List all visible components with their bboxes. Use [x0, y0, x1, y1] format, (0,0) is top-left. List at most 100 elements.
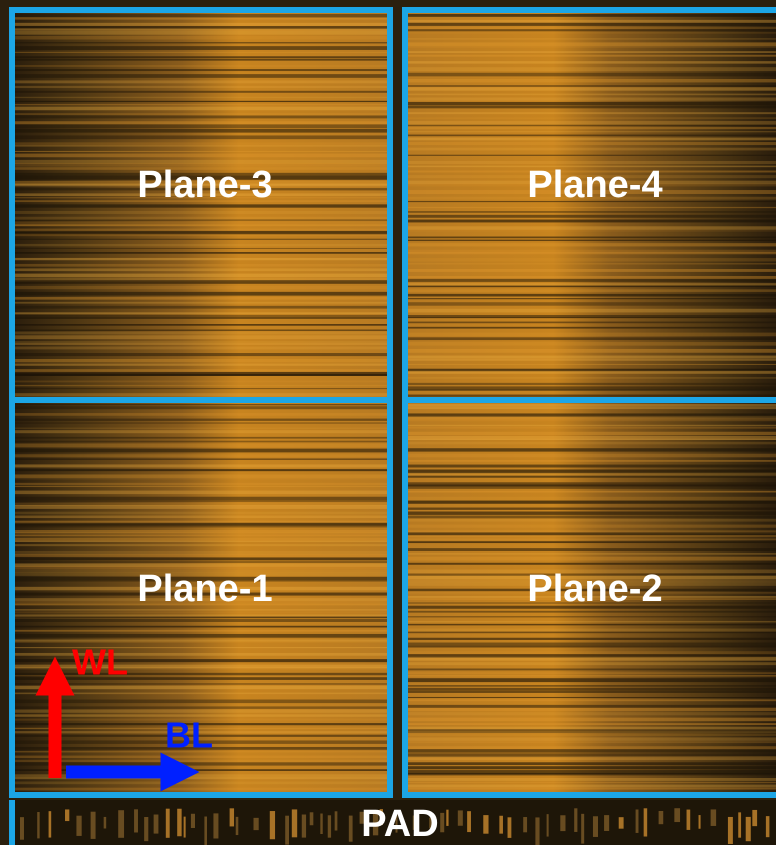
texture — [405, 712, 776, 715]
texture — [118, 810, 124, 838]
texture — [12, 501, 390, 502]
texture — [405, 538, 776, 540]
texture — [12, 483, 390, 485]
texture — [405, 425, 776, 426]
texture — [328, 815, 331, 837]
texture — [12, 464, 390, 467]
texture — [405, 87, 776, 90]
texture — [12, 535, 390, 536]
texture — [12, 404, 390, 405]
texture — [405, 364, 776, 365]
texture — [310, 812, 314, 825]
texture — [405, 621, 776, 623]
texture — [405, 20, 776, 23]
texture — [405, 240, 776, 241]
texture — [405, 294, 776, 297]
texture — [12, 113, 390, 115]
texture — [405, 646, 776, 648]
texture — [12, 659, 390, 662]
texture — [711, 809, 716, 826]
texture — [12, 219, 390, 220]
die-photo: Plane-3 Plane-4 Plane-1 Plane-2 WL BL PA… — [0, 0, 776, 845]
texture — [12, 252, 390, 254]
texture — [405, 762, 776, 765]
texture — [12, 515, 390, 518]
texture — [405, 358, 776, 360]
texture — [12, 154, 390, 158]
texture — [12, 469, 390, 471]
texture — [405, 349, 776, 353]
texture — [766, 816, 770, 837]
texture — [523, 817, 527, 832]
texture — [12, 639, 390, 641]
texture — [12, 107, 390, 111]
texture — [405, 611, 776, 613]
texture — [12, 374, 390, 376]
texture — [191, 814, 195, 828]
texture — [405, 766, 776, 769]
pad-label: PAD — [361, 803, 438, 845]
texture — [12, 788, 390, 791]
texture — [405, 508, 776, 510]
texture — [12, 653, 390, 656]
texture — [12, 406, 390, 409]
texture — [12, 274, 390, 278]
texture — [230, 808, 234, 826]
texture — [12, 617, 390, 619]
plane-label: Plane-3 — [137, 164, 272, 206]
texture — [728, 817, 733, 844]
texture — [405, 662, 776, 665]
texture — [12, 343, 390, 345]
texture — [49, 811, 52, 837]
texture — [405, 85, 776, 87]
texture — [12, 31, 390, 35]
texture — [37, 812, 39, 838]
texture — [405, 525, 776, 528]
plane-label: Plane-2 — [527, 568, 662, 610]
texture — [285, 816, 289, 845]
texture — [405, 731, 776, 733]
texture — [12, 86, 390, 88]
texture — [405, 519, 776, 522]
texture — [619, 817, 624, 828]
texture — [12, 80, 390, 83]
texture — [12, 69, 390, 71]
texture — [659, 811, 664, 824]
texture — [405, 32, 776, 33]
texture — [604, 815, 609, 831]
texture — [12, 554, 390, 557]
texture — [12, 437, 390, 439]
texture — [12, 324, 390, 326]
texture — [405, 723, 776, 725]
texture — [405, 395, 776, 397]
texture — [91, 812, 96, 839]
texture — [12, 248, 390, 249]
texture — [12, 781, 390, 784]
texture — [405, 418, 776, 421]
texture — [12, 557, 390, 560]
texture — [12, 36, 390, 40]
texture — [12, 121, 390, 124]
texture — [12, 423, 390, 424]
texture — [405, 785, 776, 788]
texture — [405, 497, 776, 501]
texture — [12, 297, 390, 300]
texture — [12, 561, 390, 563]
texture — [405, 112, 776, 114]
texture — [12, 388, 390, 389]
texture — [12, 683, 390, 684]
texture — [405, 220, 776, 223]
texture — [12, 667, 390, 669]
texture — [20, 817, 24, 840]
texture — [12, 706, 390, 708]
texture — [12, 428, 390, 429]
texture — [12, 630, 390, 632]
texture — [12, 258, 390, 260]
texture — [581, 814, 584, 844]
texture — [154, 815, 159, 834]
texture — [12, 443, 390, 447]
texture — [405, 155, 776, 156]
texture — [405, 737, 776, 740]
texture — [12, 541, 390, 542]
texture — [405, 121, 776, 125]
